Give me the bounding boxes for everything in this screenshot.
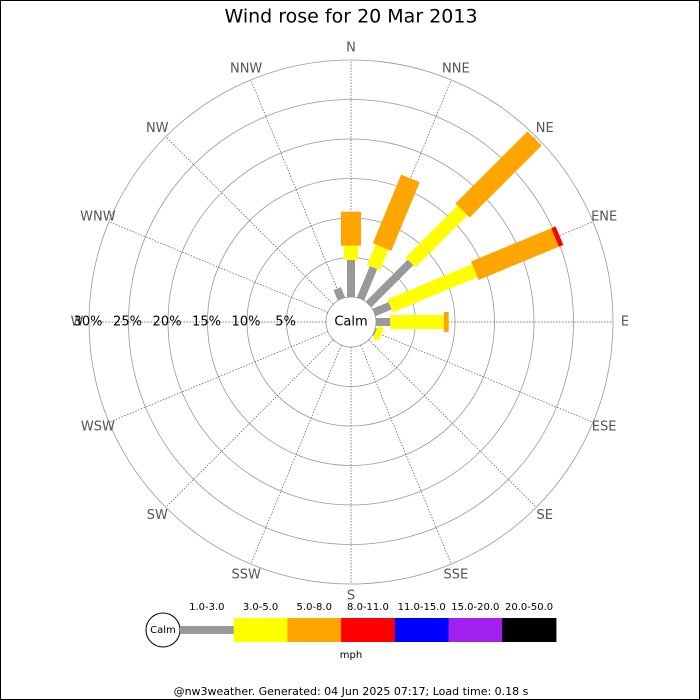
bar-segment xyxy=(341,211,361,246)
direction-label: NNE xyxy=(442,61,470,76)
direction-label: N xyxy=(346,41,356,56)
bar-segment xyxy=(344,245,358,260)
legend-swatch xyxy=(502,618,557,642)
chart-title: Wind rose for 20 Mar 2013 xyxy=(224,6,477,28)
bar-segment xyxy=(390,315,444,329)
bar-segment xyxy=(470,228,559,280)
bar-segment xyxy=(356,265,378,301)
bar-segment xyxy=(365,259,414,308)
direction-label: NE xyxy=(536,121,554,136)
grid-ring xyxy=(128,99,574,545)
direction-label: NW xyxy=(146,121,169,136)
spoke xyxy=(373,331,594,423)
legend-label: 15.0-20.0 xyxy=(451,602,499,613)
legend-label: 3.0-5.0 xyxy=(243,602,278,613)
legend: Calm 1.0-3.0 3.0-5.0 5.0-8.0 8.0-11.0 11.0-15… xyxy=(145,602,557,648)
bars xyxy=(333,131,564,342)
legend-label: 20.0-50.0 xyxy=(505,602,553,613)
bar-segment xyxy=(372,325,385,342)
spoke xyxy=(368,339,537,508)
spoke xyxy=(165,136,334,305)
spoke xyxy=(108,331,329,423)
spoke xyxy=(108,221,329,313)
r-tick-label: 5% xyxy=(275,315,296,330)
r-tick-label: 25% xyxy=(113,315,142,330)
r-tick-label: 20% xyxy=(153,315,182,330)
grid-ring xyxy=(88,59,614,585)
legend-calm-label: Calm xyxy=(150,625,176,636)
direction-label: SSE xyxy=(443,568,468,583)
legend-label: 5.0-8.0 xyxy=(297,602,332,613)
legend-label: 1.0-3.0 xyxy=(189,602,224,613)
legend-swatch xyxy=(233,618,288,642)
calm-fill xyxy=(327,298,375,346)
direction-label: SSW xyxy=(231,568,261,583)
direction-label: ENE xyxy=(591,210,617,225)
bar-segment xyxy=(551,226,564,247)
bar-segment xyxy=(347,259,355,297)
direction-label: SW xyxy=(147,508,168,523)
legend-label: 8.0-11.0 xyxy=(347,602,389,613)
direction-label: S xyxy=(347,589,355,604)
footer: @nw3weather. Generated: 04 Jun 2025 07:1… xyxy=(174,685,529,698)
direction-label: NNW xyxy=(230,61,262,76)
bar-segment xyxy=(405,205,468,268)
calm-label: Calm xyxy=(334,315,367,330)
spoke xyxy=(250,79,342,300)
bar-segment xyxy=(455,131,542,218)
legend-swatch xyxy=(341,618,396,642)
legend-swatch xyxy=(394,618,449,642)
legend-swatch xyxy=(180,626,235,634)
direction-label: WSW xyxy=(81,419,115,434)
bar-segment xyxy=(372,327,378,336)
r-tick-label: 30% xyxy=(74,315,103,330)
r-tick-label: 15% xyxy=(192,315,221,330)
bar-segment xyxy=(443,312,449,332)
bar-segment xyxy=(372,302,392,317)
bar-segment xyxy=(387,264,478,313)
bar-segment xyxy=(333,287,346,301)
direction-label: SE xyxy=(537,508,553,523)
bar-segment xyxy=(376,318,391,326)
spoke xyxy=(165,339,334,508)
r-tick-label: 10% xyxy=(232,315,261,330)
direction-label: W xyxy=(71,315,84,330)
direction-label: ESE xyxy=(592,419,617,434)
legend-unit: mph xyxy=(340,650,362,661)
grid-ring xyxy=(167,138,535,506)
legend-swatch xyxy=(448,618,503,642)
labels: N NNE NE ENE E ESE SE SSE S SSW SW WSW W WNW NW NNW 5% 10… xyxy=(71,41,630,604)
bar-segment xyxy=(372,174,420,251)
direction-label: WNW xyxy=(80,210,116,225)
legend-label: 11.0-15.0 xyxy=(398,602,446,613)
legend-swatch xyxy=(287,618,342,642)
spoke xyxy=(360,344,452,565)
direction-label: E xyxy=(621,315,629,330)
bar-segment xyxy=(367,244,389,271)
spoke xyxy=(250,344,342,565)
